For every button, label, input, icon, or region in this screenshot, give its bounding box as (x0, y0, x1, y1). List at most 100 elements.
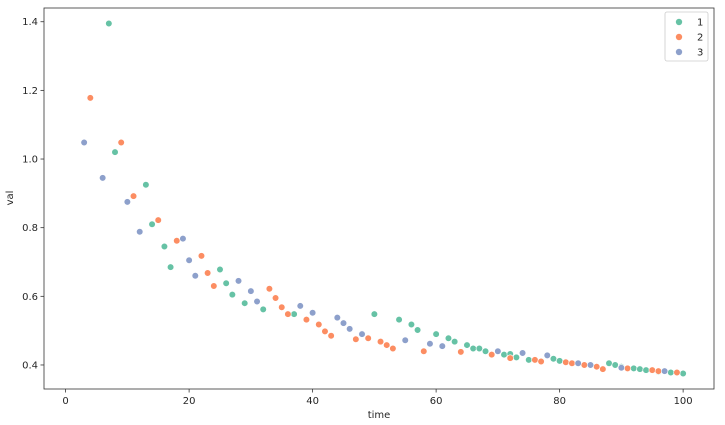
data-point-series-2 (278, 303, 286, 311)
y-tick-label: 0.4 (22, 360, 38, 371)
data-point-series-3 (253, 297, 261, 306)
data-point-series-2 (364, 334, 372, 342)
data-point-series-1 (216, 265, 224, 274)
y-tick-label: 0.6 (22, 292, 38, 303)
data-point-series-3 (234, 277, 243, 285)
data-point-series-2 (210, 282, 218, 290)
data-point-series-1 (630, 364, 638, 373)
data-point-series-3 (518, 349, 527, 357)
data-point-series-1 (512, 353, 520, 362)
data-point-series-3 (333, 314, 341, 322)
data-point-series-3 (339, 319, 348, 327)
x-axis-label: time (368, 410, 391, 421)
data-point-series-2 (599, 365, 607, 373)
data-point-series-2 (204, 269, 212, 277)
data-point-series-1 (259, 305, 267, 313)
data-point-series-2 (265, 285, 273, 293)
data-point-series-3 (660, 367, 669, 375)
data-point-series-2 (315, 320, 323, 329)
legend-label: 1 (697, 18, 703, 29)
data-points (80, 19, 687, 378)
data-point-series-2 (654, 367, 663, 375)
data-point-series-3 (247, 287, 255, 295)
data-point-series-3 (574, 359, 582, 367)
data-point-series-2 (580, 361, 588, 369)
y-axis-label: val (5, 191, 16, 206)
data-point-series-2 (376, 338, 385, 346)
x-tick-label: 0 (62, 396, 68, 407)
data-point-series-1 (290, 310, 298, 318)
data-point-series-3 (123, 198, 131, 206)
data-point-series-3 (179, 235, 187, 243)
data-point-series-1 (463, 341, 471, 349)
data-point-series-2 (420, 347, 428, 355)
data-point-series-2 (623, 364, 632, 373)
y-tick-label: 0.8 (22, 223, 38, 234)
data-point-series-2 (284, 310, 292, 318)
data-point-series-2 (488, 351, 496, 359)
data-point-series-3 (309, 309, 317, 317)
data-point-series-1 (667, 368, 675, 377)
x-tick-label: 60 (430, 396, 443, 407)
data-point-series-1 (451, 338, 459, 346)
data-point-series-1 (395, 316, 403, 324)
data-point-series-3 (185, 256, 193, 264)
data-point-series-2 (154, 216, 162, 224)
x-tick-label: 100 (674, 396, 693, 407)
data-point-series-1 (228, 291, 236, 299)
legend-marker (675, 33, 683, 41)
data-point-series-1 (481, 347, 490, 355)
data-point-series-1 (432, 330, 440, 338)
data-point-series-1 (636, 365, 644, 373)
data-point-series-1 (525, 356, 533, 364)
data-point-series-1 (370, 310, 378, 318)
data-point-series-1 (556, 357, 564, 365)
data-point-series-1 (444, 334, 453, 342)
data-point-series-2 (302, 316, 311, 324)
x-tick-label: 40 (306, 396, 319, 407)
data-point-series-1 (413, 326, 422, 334)
data-point-series-3 (346, 325, 354, 333)
data-point-series-3 (191, 272, 199, 280)
data-point-series-2 (531, 356, 539, 364)
data-point-series-3 (426, 340, 434, 348)
legend-marker (675, 48, 683, 56)
data-point-series-1 (500, 351, 508, 359)
legend-marker (675, 18, 683, 26)
data-point-series-1 (105, 19, 113, 28)
data-point-series-3 (358, 330, 366, 338)
data-point-series-1 (241, 299, 249, 307)
data-point-series-3 (617, 364, 625, 372)
legend: 1 2 3 (664, 11, 709, 62)
data-point-series-1 (605, 359, 613, 367)
data-point-series-2 (327, 332, 335, 340)
legend-frame (664, 11, 709, 62)
legend-label: 3 (697, 48, 703, 59)
data-point-series-2 (173, 237, 181, 245)
x-tick-label: 80 (553, 396, 566, 407)
data-point-series-2 (593, 363, 601, 371)
y-tick-label: 1.0 (22, 155, 38, 166)
data-point-series-1 (142, 181, 150, 189)
data-point-series-3 (296, 302, 304, 310)
data-point-series-1 (611, 361, 619, 369)
data-point-series-1 (407, 320, 416, 329)
data-point-series-3 (99, 174, 107, 182)
plot-area (43, 7, 715, 390)
data-point-series-2 (86, 94, 94, 102)
plot-frame (43, 7, 715, 390)
data-point-series-2 (562, 358, 570, 366)
data-point-series-2 (506, 354, 514, 362)
data-point-series-2 (321, 327, 329, 335)
data-point-series-2 (648, 366, 656, 374)
x-axis: 0 20 40 60 80 100 (62, 389, 693, 407)
data-point-series-2 (197, 252, 206, 260)
data-point-series-1 (160, 242, 169, 251)
data-point-series-2 (389, 344, 397, 353)
data-point-series-2 (457, 348, 465, 356)
x-tick-label: 20 (183, 396, 196, 407)
data-point-series-1 (469, 344, 477, 353)
y-tick-label: 1.2 (22, 86, 38, 97)
data-point-series-3 (586, 361, 595, 369)
data-point-series-3 (494, 347, 502, 355)
